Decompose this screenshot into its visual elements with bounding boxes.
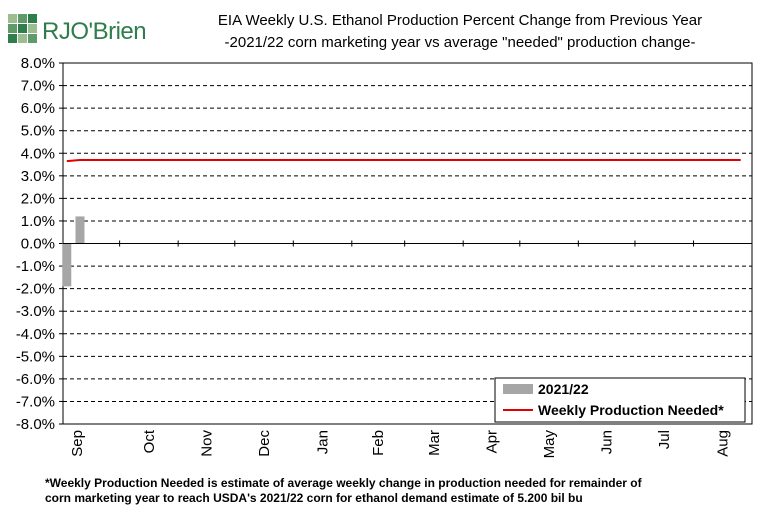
y-tick-label: -5.0% — [16, 348, 55, 365]
chart-subtitle: -2021/22 corn marketing year vs average … — [224, 34, 696, 51]
x-tick-label: Sep — [69, 430, 86, 457]
y-tick-label: -6.0% — [16, 371, 55, 388]
y-tick-label: -8.0% — [16, 416, 55, 433]
x-tick-label: Aug — [715, 430, 732, 457]
footnote: *Weekly Production Needed is estimate of… — [45, 476, 755, 506]
logo-text: RJO'Brien — [42, 18, 147, 45]
y-tick-label: 5.0% — [21, 123, 55, 140]
x-tick-label: Nov — [198, 430, 215, 457]
y-tick-label: 1.0% — [21, 213, 55, 230]
y-tick-label: 6.0% — [21, 100, 55, 117]
x-tick-label: Dec — [256, 430, 273, 457]
y-tick-label: 8.0% — [21, 55, 55, 72]
x-tick-label: Jul — [656, 430, 673, 449]
legend-label: 2021/22 — [538, 381, 589, 397]
rjo-brien-logo-icon — [8, 14, 38, 44]
y-tick-label: 4.0% — [21, 145, 55, 162]
y-tick-label: 0.0% — [21, 236, 55, 253]
legend — [494, 377, 746, 423]
y-tick-label: -4.0% — [16, 326, 55, 343]
x-tick-label: Jun — [599, 430, 616, 454]
x-tick-label: Oct — [141, 429, 158, 453]
x-tick-label: Jan — [315, 430, 332, 454]
x-tick-label: Feb — [370, 430, 387, 456]
footnote-line-1: *Weekly Production Needed is estimate of… — [45, 476, 642, 490]
y-tick-label: -2.0% — [16, 281, 55, 298]
legend-label: Weekly Production Needed* — [538, 402, 724, 418]
legend-swatch — [503, 384, 533, 394]
logo: RJO'Brien — [8, 14, 158, 48]
y-tick-label: -3.0% — [16, 303, 55, 320]
bar — [62, 243, 72, 287]
y-tick-label: -1.0% — [16, 258, 55, 275]
series-line — [66, 159, 741, 163]
x-tick-label: May — [541, 430, 558, 459]
y-tick-label: 2.0% — [21, 190, 55, 207]
y-tick-label: -7.0% — [16, 393, 55, 410]
y-tick-label: 7.0% — [21, 78, 55, 95]
footnote-line-2: corn marketing year to reach USDA's 2021… — [45, 491, 583, 505]
bar — [75, 216, 85, 244]
chart-title: EIA Weekly U.S. Ethanol Production Perce… — [217, 12, 703, 29]
y-tick-label: 3.0% — [21, 168, 55, 185]
x-tick-label: Apr — [484, 430, 501, 453]
x-tick-label: Mar — [426, 430, 443, 456]
